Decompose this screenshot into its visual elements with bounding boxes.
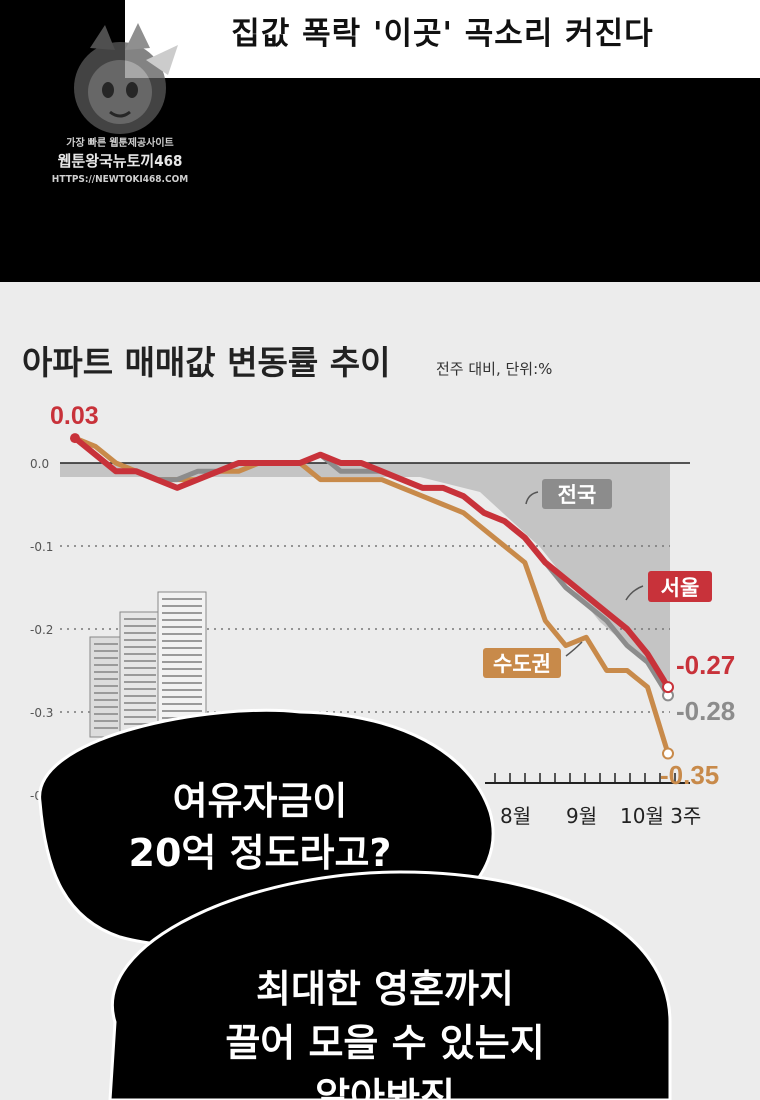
building-window [124,653,156,655]
legend-seoul: 서울 [625,571,712,602]
x-tick-label: 10월 3주 [620,804,701,828]
building-window [124,660,156,662]
building-window [124,618,156,620]
building-window [94,657,118,659]
headline-bar: 집값 폭락 '이곳' 곡소리 커진다 [125,0,760,78]
legend-capital: 수도권 [483,641,583,678]
start-point [70,433,80,444]
bubble2-line3: 알아봐진 [315,1075,455,1100]
y-tick-label: -0.2 [30,623,53,637]
building-window [94,643,118,645]
building-window [124,667,156,669]
building-window [124,625,156,627]
series-lines [70,433,674,760]
building-window [162,647,202,649]
apartment-buildings-illustration [89,591,207,738]
bubble1-line1: 여유자금이 [172,779,348,823]
building-window [162,654,202,656]
end-label-capital: -0.35 [660,760,719,790]
building-window [94,650,118,652]
start-value-label: 0.03 [50,402,99,430]
watermark-line1: 가장 빠른 웹툰제공사이트 [66,138,174,149]
building-window [124,723,156,725]
building-window [124,695,156,697]
building-window [162,703,202,705]
building-window [94,692,118,694]
building-window [124,702,156,704]
x-tick-label: 8월 [500,804,531,828]
speech-bubble-1-text: 여유자금이 20억 정도라고? [60,775,460,879]
building-window [94,713,118,715]
building-window [94,678,118,680]
building-window [124,681,156,683]
building-window [124,632,156,634]
chart-grid [60,462,690,713]
nationwide-shaded-area [60,463,670,682]
line-chart: 0.0-0.1-0.2-0.3-0 8월 9월 10월 3주 0.03 전국 서울 … [30,402,735,1100]
building-window [94,671,118,673]
building-window [124,688,156,690]
bubble1-line2: 20억 정도라고? [128,831,392,875]
building-window [162,605,202,607]
building-window [162,661,202,663]
series-end-point [662,747,674,760]
building-window [162,598,202,600]
y-tick-labels: 0.0 -0.1 -0.2 -0.3 -0 [30,457,53,803]
legend-seoul-label: 서울 [661,576,700,600]
building-window [94,706,118,708]
building-window [162,612,202,614]
end-label-nationwide: -0.28 [676,696,735,726]
chart-unit: 전주 대비, 단위:% [436,360,553,378]
series-end-point [662,681,674,694]
building-window [124,709,156,711]
bubble2-line2: 끌어 모을 수 있는지 [225,1021,545,1065]
bubble2-line1: 최대한 영혼까지 [256,967,514,1011]
y-tick-label: 0.0 [30,457,49,471]
watermark-url: HTTPS://NEWTOKI468.COM [51,174,189,185]
building-window [162,710,202,712]
building-window [162,626,202,628]
x-axis: 8월 9월 10월 3주 [485,773,701,828]
legend-capital-label: 수도권 [493,652,551,676]
building-window [162,696,202,698]
building-window [94,699,118,701]
building-window [124,646,156,648]
series-line-1 [73,435,671,689]
building-window [162,619,202,621]
building-window [94,720,118,722]
speech-bubble-2-text: 최대한 영혼까지 끌어 모을 수 있는지 알아봐진 [150,962,620,1100]
building-window [162,668,202,670]
building-window [162,675,202,677]
building-window [94,727,118,729]
building-window [162,682,202,684]
x-tick-label: 9월 [566,804,597,828]
chart-title: 아파트 매매값 변동률 추이 [22,343,391,382]
y-tick-label: -0.3 [30,706,53,720]
legend-nationwide-label: 전국 [558,483,597,507]
y-tick-label: -0.1 [30,540,53,554]
building-window [162,689,202,691]
building-window [94,664,118,666]
end-label-seoul: -0.27 [676,650,735,680]
building-window [124,639,156,641]
headline: 집값 폭락 '이곳' 곡소리 커진다 [231,16,654,52]
y-tick-label: -0 [30,789,42,803]
building-window [162,633,202,635]
building-window [94,685,118,687]
building-window [124,716,156,718]
watermark-logo-icon [74,23,178,134]
speech-bubble-2 [108,870,672,1100]
series-line-0 [73,436,671,697]
building-window [162,640,202,642]
building-window [124,674,156,676]
legend-nationwide: 전국 [525,479,612,509]
watermark-line2: 웹툰왕국뉴토끼468 [57,152,183,170]
